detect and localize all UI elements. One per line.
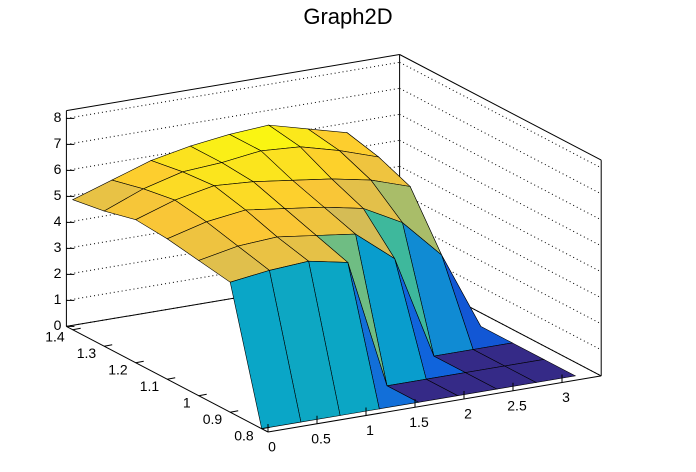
y-tick <box>135 360 144 364</box>
surface-cell <box>229 270 302 430</box>
box-edge <box>66 54 400 112</box>
y-tick-label: 1.3 <box>77 345 97 361</box>
grid-line <box>66 61 400 119</box>
z-tick-label: 6 <box>54 161 62 177</box>
y-tick <box>104 344 113 347</box>
y-tick <box>198 393 207 397</box>
chart-title: Graph2D <box>303 4 392 29</box>
y-tick <box>72 327 81 331</box>
x-tick-label: 3 <box>562 389 570 405</box>
y-tick-label: 0.9 <box>203 411 223 427</box>
x-tick-label: 1 <box>366 422 374 438</box>
grid-line <box>66 269 400 327</box>
z-tick-label: 1 <box>54 291 62 307</box>
grid-line <box>399 87 602 195</box>
y-tick-label: 1.1 <box>140 378 160 394</box>
x-tick-label: 2 <box>464 406 472 422</box>
box-edge <box>399 54 602 161</box>
grid-line <box>399 61 602 169</box>
grid-line <box>399 113 602 221</box>
y-tick-label: 1 <box>183 394 191 410</box>
y-tick-label: 1.2 <box>108 361 128 377</box>
y-tick <box>261 426 270 430</box>
z-tick-label: 7 <box>54 135 62 151</box>
x-tick-label: 2.5 <box>507 397 527 413</box>
z-tick-label: 0 <box>54 317 62 333</box>
grid-line <box>66 87 400 145</box>
x-axis <box>267 375 602 433</box>
z-tick-label: 5 <box>54 187 62 203</box>
z-tick-label: 3 <box>54 239 62 255</box>
x-tick-label: 0 <box>268 439 276 455</box>
z-tick-label: 4 <box>54 213 62 229</box>
y-tick <box>167 377 176 380</box>
y-tick <box>230 410 239 413</box>
y-tick-label: 1.4 <box>45 328 65 344</box>
y-tick-label: 0.8 <box>234 427 254 443</box>
z-tick-label: 2 <box>54 265 62 281</box>
z-tick-label: 8 <box>54 109 62 125</box>
x-tick-label: 1.5 <box>409 414 429 430</box>
x-tick-label: 0.5 <box>311 430 331 446</box>
